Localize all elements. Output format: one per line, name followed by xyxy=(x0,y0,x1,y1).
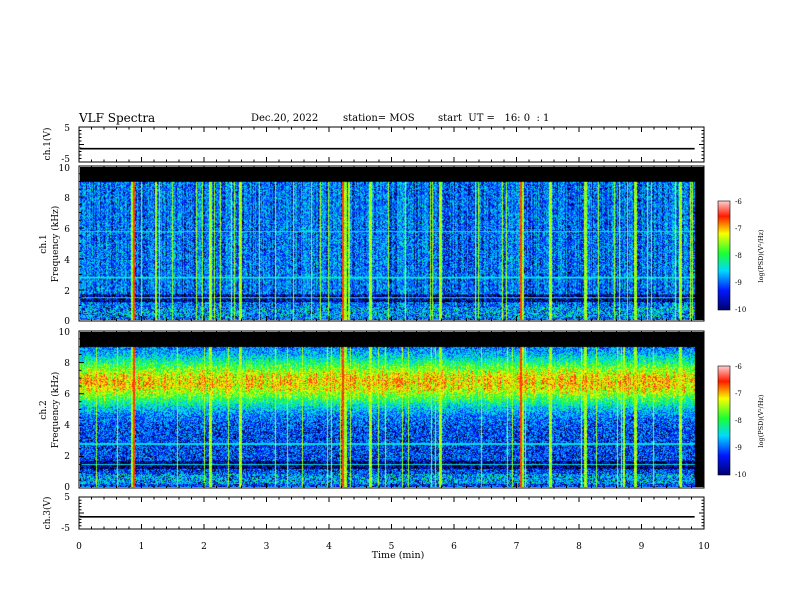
ch2-spec-yticks: 0 2 4 6 8 10 xyxy=(59,328,71,493)
ch2-spectrogram xyxy=(80,332,704,487)
ch2-colorbar-tick-m10: -10 xyxy=(735,471,746,479)
time-tick-10: 10 xyxy=(698,542,710,552)
ch2-colorbar-gradient xyxy=(717,365,731,476)
time-tick-7: 7 xyxy=(514,542,520,552)
time-tick-5: 5 xyxy=(389,542,395,552)
ch1-spec-ylabel-channel: ch.1 xyxy=(39,234,49,253)
ch2-spec-ytick-0: 0 xyxy=(64,483,70,493)
axis-ticks xyxy=(78,126,705,530)
ch2-spec-ytick-6: 6 xyxy=(64,390,70,400)
ch2-colorbar: -6 -7 -8 -9 -10 log(PSD)(V²/Hz) xyxy=(717,363,765,479)
ch2-colorbar-label: log(PSD)(V²/Hz) xyxy=(757,394,765,447)
ch1-waveform-frame xyxy=(78,126,705,163)
ch1-spec-yticks: 0 2 4 6 8 10 xyxy=(59,164,71,327)
ch1-colorbar-label: log(PSD)(V²/Hz) xyxy=(757,229,765,282)
ch1-colorbar-tick-m6: -6 xyxy=(735,198,742,206)
ch2-spec-ytick-10: 10 xyxy=(59,328,71,338)
ch1-spec-ytick-8: 8 xyxy=(64,194,70,204)
ch2-spec-ylabel-frequency: Frequency (kHz) xyxy=(50,372,61,449)
time-axis-label: Time (min) xyxy=(372,550,425,561)
time-tick-1: 1 xyxy=(139,542,145,552)
ch1-spec-ytick-4: 4 xyxy=(64,256,70,266)
ch1-spec-ytick-2: 2 xyxy=(64,287,70,297)
time-tick-2: 2 xyxy=(201,542,207,552)
plot-start-time: start UT = 16: 0 : 1 xyxy=(438,113,550,124)
ch1-spec-ylabel-frequency: Frequency (kHz) xyxy=(50,206,61,283)
plot-date: Dec.20, 2022 xyxy=(251,113,319,124)
ch2-colorbar-tick-m8: -8 xyxy=(735,417,742,425)
ch2-spec-ytick-2: 2 xyxy=(64,452,70,462)
ch1-waveform-ylabel: ch.1(V) xyxy=(42,128,53,161)
time-tick-0: 0 xyxy=(76,542,82,552)
ch2-spec-ylabel-channel: ch.2 xyxy=(39,400,49,419)
time-tick-9: 9 xyxy=(639,542,645,552)
ch2-colorbar-tick-m9: -9 xyxy=(735,444,742,452)
ch1-spec-ytick-0: 0 xyxy=(64,317,70,327)
ch1-spec-ytick-6: 6 xyxy=(64,225,70,235)
ch1-colorbar-gradient xyxy=(717,200,731,311)
time-tick-4: 4 xyxy=(326,542,332,552)
ch1-colorbar-tick-m7: -7 xyxy=(735,225,742,233)
ch3-ytick-top: 5 xyxy=(64,493,70,503)
time-tick-6: 6 xyxy=(451,542,457,552)
ch2-colorbar-tick-m7: -7 xyxy=(735,390,742,398)
time-tick-3: 3 xyxy=(264,542,270,552)
ch1-colorbar-tick-m9: -9 xyxy=(735,279,742,287)
ch3-ytick-bottom: -5 xyxy=(61,524,70,534)
ch1-colorbar-tick-m10: -10 xyxy=(735,306,746,314)
ch1-ytick-bottom: -5 xyxy=(61,155,70,165)
time-axis-tick-labels: 0 1 2 3 4 5 6 7 8 9 10 xyxy=(76,542,710,552)
ch3-waveform-ylabel: ch.3(V) xyxy=(42,497,53,530)
ch1-colorbar-tick-m8: -8 xyxy=(735,252,742,260)
ch1-spectrogram xyxy=(80,167,704,320)
ch2-spec-ytick-4: 4 xyxy=(64,421,70,431)
time-tick-8: 8 xyxy=(576,542,582,552)
ch2-colorbar-tick-m6: -6 xyxy=(735,363,742,371)
plot-title: VLF Spectra xyxy=(79,111,156,125)
ch1-spec-ytick-10: 10 xyxy=(59,164,71,174)
plot-station: station= MOS xyxy=(343,113,415,124)
ch1-ytick-top: 5 xyxy=(64,124,70,134)
ch2-spec-ytick-8: 8 xyxy=(64,359,70,369)
ch1-colorbar: -6 -7 -8 -9 -10 log(PSD)(V²/Hz) xyxy=(717,198,765,314)
